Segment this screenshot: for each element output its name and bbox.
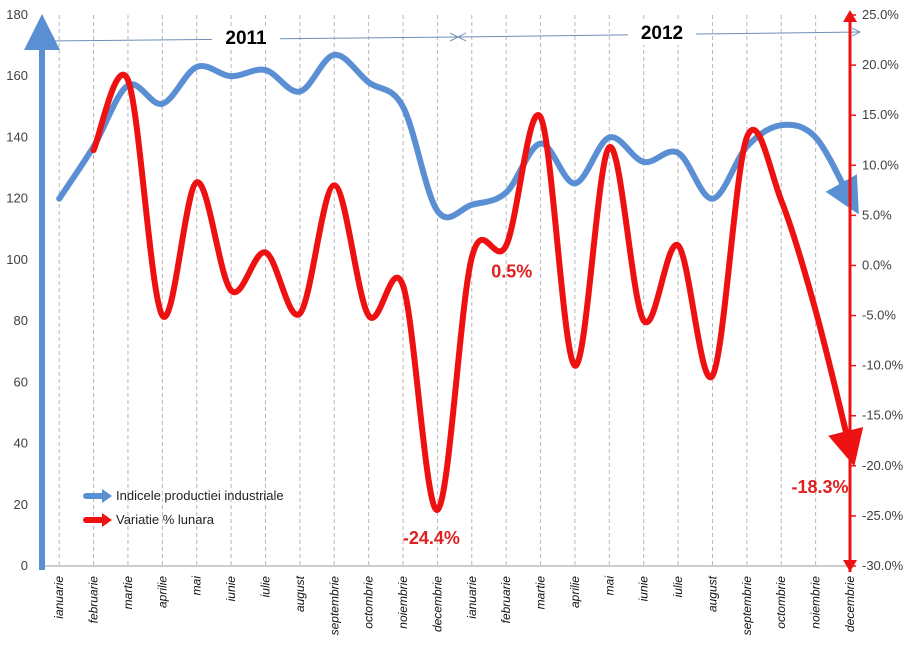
left-tick-label: 100 [6, 252, 28, 267]
year-label: 2012 [641, 23, 683, 44]
month-label: septembrie [740, 576, 754, 636]
legend-arrow [102, 513, 112, 527]
right-tick-label: -15.0% [862, 408, 904, 423]
right-axis-arrow-top [843, 10, 857, 22]
grid [42, 15, 851, 567]
legend: Indicele productiei industriale Variatie … [83, 488, 284, 527]
left-tick-label: 180 [6, 7, 28, 22]
month-label: iunie [224, 576, 238, 602]
right-tick-label: 25.0% [862, 7, 899, 22]
axes [24, 10, 857, 572]
left-tick-label: 140 [6, 129, 28, 144]
month-label: septembrie [327, 576, 341, 636]
month-label: iulie [671, 576, 685, 598]
month-label: decembrie [843, 576, 857, 632]
month-label: august [705, 575, 719, 612]
left-tick-label: 80 [14, 313, 28, 328]
left-tick-label: 60 [14, 374, 28, 389]
right-tick-label: -30.0% [862, 558, 904, 573]
month-label: ianuarie [465, 576, 479, 619]
month-label: iunie [637, 576, 651, 602]
month-label: iulie [258, 576, 272, 598]
year-label: 2011 [225, 28, 267, 49]
annotation-label: 0.5% [491, 261, 532, 281]
month-label: octombrie [774, 576, 788, 629]
year-bands: 2011 2012 [46, 21, 860, 50]
month-label: ianuarie [52, 576, 66, 619]
month-label: octombrie [362, 576, 376, 629]
month-label: martie [121, 576, 135, 610]
month-label: martie [534, 576, 548, 610]
left-tick-label: 20 [14, 497, 28, 512]
month-label: noiembrie [809, 576, 823, 629]
year-label-bg [212, 26, 280, 50]
series-line-variatie [90, 71, 864, 513]
month-label: februarie [499, 576, 513, 624]
month-label: august [293, 575, 307, 612]
month-label: mai [190, 576, 204, 596]
right-tick-label: 0.0% [862, 257, 892, 272]
right-tick-label: -5.0% [862, 308, 896, 323]
right-tick-label: -10.0% [862, 358, 904, 373]
legend-arrow [102, 489, 112, 503]
right-tick-label: -25.0% [862, 508, 904, 523]
annotations: -24.4% 0.5% -18.3% [403, 261, 849, 547]
right-axis-ticks: -30.0% -25.0% -20.0% -15.0% -10.0% -5.0% 0.0% 5… [850, 7, 904, 573]
right-tick-label: 10.0% [862, 157, 899, 172]
month-label: noiembrie [396, 576, 410, 629]
month-label: decembrie [430, 576, 444, 632]
month-label: aprilie [155, 576, 169, 608]
right-tick-label: 15.0% [862, 107, 899, 122]
legend-label: Variatie % lunara [116, 512, 215, 527]
month-label: mai [602, 576, 616, 596]
left-tick-label: 160 [6, 68, 28, 83]
series-layer [56, 51, 864, 513]
right-tick-label: 5.0% [862, 207, 892, 222]
month-label: februarie [87, 576, 101, 624]
annotation-label: -18.3% [791, 477, 848, 497]
left-tick-label: 40 [14, 436, 28, 451]
left-tick-label: 0 [21, 558, 28, 573]
series-line-productie [56, 51, 859, 221]
month-label: aprilie [568, 576, 582, 608]
legend-label: Indicele productiei industriale [116, 488, 284, 503]
left-axis-ticks: 0 20 40 60 80 100 120 140 160 180 [6, 7, 28, 573]
right-axis-arrow-bottom [843, 560, 857, 572]
right-tick-label: -20.0% [862, 458, 904, 473]
right-tick-label: 20.0% [862, 57, 899, 72]
year-label-bg [628, 21, 696, 45]
annotation-label: -24.4% [403, 528, 460, 548]
left-tick-label: 120 [6, 191, 28, 206]
x-axis-labels: ianuarie februarie martie aprilie mai iunie iu… [52, 575, 857, 635]
